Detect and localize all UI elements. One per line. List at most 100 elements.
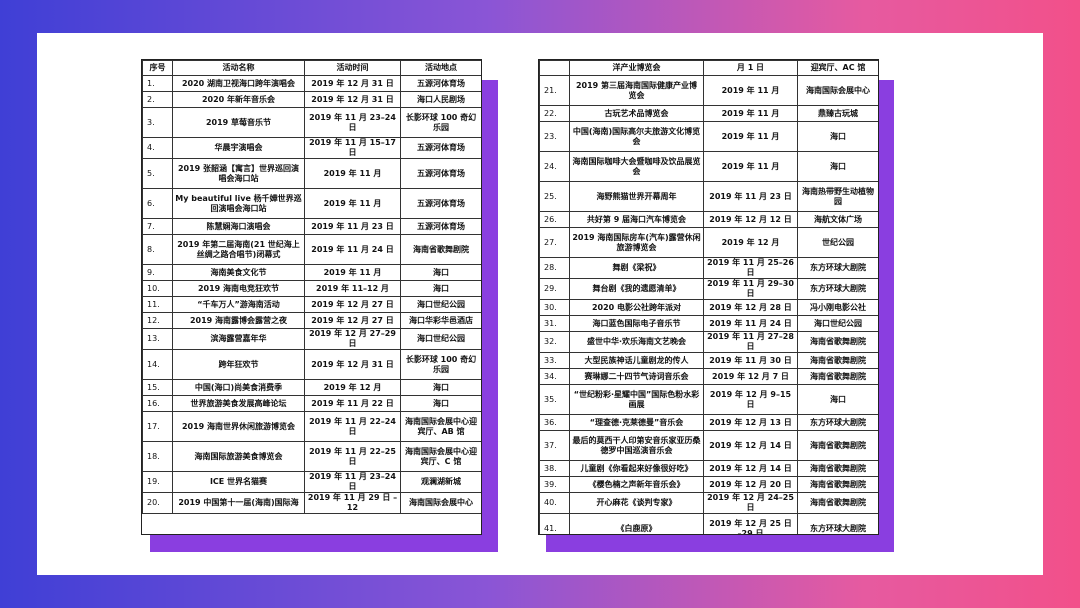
column-header: 活动地点 [400,60,481,76]
table-row: 3. 2019 草莓音乐节 2019 年 11 月 23–24 日长影环球 100 … [142,107,481,138]
table-row: 7. 陈慧娴海口演唱会 2019 年 11 月 23 日五源河体育场 [142,218,481,235]
event-venue-cell: 海南省歌舞剧院 [797,352,878,369]
event-venue-cell: 东方环球大剧院 [797,414,878,431]
table-row: 21. 2019 第三届海南国际健康产业博览会 2019 年 11 月海南国际会展中… [539,75,878,106]
table-row: 1. 2020 湖南卫视海口跨年演唱会 2019 年 12 月 31 日五源河体育场 [142,75,481,92]
event-date-cell: 2019 年 11 月 [703,105,798,122]
event-name-cell: 滨海露营嘉年华 [172,328,305,350]
event-name-cell: “千车万人”游海南活动 [172,296,305,313]
event-venue-cell: 海南省歌舞剧院 [797,460,878,477]
table-row: 8. 2019 年第二届海南(21 世纪海上丝绸之路合唱节)闭幕式 2019 年 1… [142,234,481,265]
event-name-cell: “理查德·克莱德曼”音乐会 [569,414,704,431]
table-row: 37. 最后的莫西干人印第安音乐家亚历桑德罗中国巡演音乐会 2019 年 12 月 … [539,430,878,461]
event-date-cell: 2019 年 12 月 31 日 [304,91,401,108]
event-name-cell: 陈慧娴海口演唱会 [172,218,305,235]
row-number: 6. [142,188,173,219]
table-row: 16. 世界旅游美食发展高峰论坛 2019 年 11 月 22 日海口 [142,395,481,412]
row-number: 14. [142,349,173,380]
event-name-cell: 海口蓝色国际电子音乐节 [569,315,704,332]
event-date-cell: 2019 年 11 月 23–24 日 [304,471,401,493]
row-number: 13. [142,328,173,350]
row-number: 26. [539,211,570,228]
row-number: 20. [142,492,173,514]
event-venue-cell: 海南国际会展中心迎宾厅、C 馆 [400,441,481,472]
event-date-cell: 2019 年 12 月 9–15 日 [703,384,798,415]
row-number: 30. [539,299,570,316]
event-date-cell: 2019 年 11 月 24 日 [703,315,798,332]
event-venue-cell: 长影环球 100 奇幻乐园 [400,107,481,138]
event-name-cell: 最后的莫西干人印第安音乐家亚历桑德罗中国巡演音乐会 [569,430,704,461]
event-date-cell: 2019 年 11 月 [304,188,401,219]
event-venue-cell: 海南省歌舞剧院 [797,331,878,353]
row-number: 38. [539,460,570,477]
column-header: 活动时间 [304,60,401,76]
row-number: 21. [539,75,570,106]
table-cell: 月 1 日 [703,60,798,76]
row-number: 34. [539,368,570,385]
table-row: 40. 开心麻花《谈判专家》 2019 年 12 月 24–25 日海南省歌舞剧院 [539,492,878,514]
event-date-cell: 2019 年 12 月 25 日 –29 日 [703,513,798,534]
table-row: 32. 盛世中华·欢乐海南文艺晚会 2019 年 11 月 27–28 日海南省歌舞… [539,331,878,353]
table-row: 14. 跨年狂欢节 2019 年 12 月 31 日长影环球 100 奇幻乐园 [142,349,481,380]
table-row: 4. 华晨宇演唱会 2019 年 11 月 15–17 日五源河体育场 [142,137,481,159]
event-date-cell: 2019 年 11 月 22–25 日 [304,441,401,472]
event-venue-cell: 长影环球 100 奇幻乐园 [400,349,481,380]
event-date-cell: 2019 年 12 月 27 日 [304,312,401,329]
table-row: 18. 海南国际旅游美食博览会 2019 年 11 月 22–25 日海南国际会展中… [142,441,481,472]
event-date-cell: 2019 年 11 月 29 日 –12 [304,492,401,514]
event-name-cell: 赛琳娜二十四节气诗词音乐会 [569,368,704,385]
left-table-paper: 序号 活动名称 活动时间 活动地点 1. 2020 湖南卫视海口跨年演唱会 2019… [141,59,482,535]
event-date-cell: 2019 年 11 月 [703,151,798,182]
right-table: 洋产业博览会 月 1 日 迎宾厅、AC 馆 21. 2019 第三届海南国际健康产… [539,60,878,534]
event-date-cell: 2019 年 12 月 14 日 [703,460,798,477]
event-date-cell: 2019 年 12 月 31 日 [304,349,401,380]
event-date-cell: 2019 年 11 月 29–30 日 [703,278,798,300]
event-venue-cell: 海口 [400,264,481,281]
event-name-cell: 海野熊猫世界开幕周年 [569,181,704,212]
table-row: 19. ICE 世界名猫赛 2019 年 11 月 23–24 日观澜湖新城 [142,471,481,493]
event-date-cell: 2019 年 11 月 22 日 [304,395,401,412]
column-header: 活动名称 [172,60,305,76]
event-name-cell: 共好第 9 届海口汽车博览会 [569,211,704,228]
event-venue-cell: 海南省歌舞剧院 [400,234,481,265]
event-venue-cell: 海口 [400,395,481,412]
event-name-cell: 2020 湖南卫视海口跨年演唱会 [172,75,305,92]
row-number: 35. [539,384,570,415]
table-row: 20. 2019 中国第十一届(海南)国际海 2019 年 11 月 29 日 –1… [142,492,481,514]
event-name-cell: 海南美食文化节 [172,264,305,281]
event-venue-cell: 观澜湖新城 [400,471,481,493]
event-date-cell: 2019 年 11–12 月 [304,280,401,297]
table-row: 33. 大型民族神话儿童剧龙的传人 2019 年 11 月 30 日海南省歌舞剧院 [539,352,878,369]
event-venue-cell: 海口 [400,280,481,297]
table-row: 25. 海野熊猫世界开幕周年 2019 年 11 月 23 日海南热带野生动植物园 [539,181,878,212]
table-row: 12. 2019 海南露博会露营之夜 2019 年 12 月 27 日海口华彩华邑酒… [142,312,481,329]
right-table-continuation-row: 洋产业博览会 月 1 日 迎宾厅、AC 馆 [539,60,878,76]
event-date-cell: 2019 年 11 月 30 日 [703,352,798,369]
table-row: 41. 《白鹿原》 2019 年 12 月 25 日 –29 日东方环球大剧院 [539,513,878,534]
row-number: 37. [539,430,570,461]
row-number: 5. [142,158,173,189]
event-name-cell: 古玩艺术品博览会 [569,105,704,122]
event-venue-cell: 东方环球大剧院 [797,278,878,300]
event-date-cell: 2019 年 12 月 13 日 [703,414,798,431]
event-name-cell: 舞剧《梁祝》 [569,257,704,279]
row-number: 4. [142,137,173,159]
table-row: 17. 2019 海南世界休闲旅游博览会 2019 年 11 月 22–24 日海南… [142,411,481,442]
row-number: 3. [142,107,173,138]
table-row: 23. 中国(海南)国际高尔夫旅游文化博览会 2019 年 11 月海口 [539,121,878,152]
table-row: 38. 儿童剧《你看起来好像很好吃》 2019 年 12 月 14 日海南省歌舞剧院 [539,460,878,477]
row-number: 23. [539,121,570,152]
event-name-cell: 2019 海南国际房车(汽车)露营休闲旅游博览会 [569,227,704,258]
event-date-cell: 2019 年 12 月 7 日 [703,368,798,385]
row-number: 22. [539,105,570,122]
event-name-cell: 儿童剧《你看起来好像很好吃》 [569,460,704,477]
event-date-cell: 2019 年 12 月 31 日 [304,75,401,92]
event-date-cell: 2019 年 11 月 [304,264,401,281]
event-venue-cell: 五源河体育场 [400,218,481,235]
row-number: 36. [539,414,570,431]
event-name-cell: 海南国际旅游美食博览会 [172,441,305,472]
table-row: 39. 《樱色楠之声新年音乐会》 2019 年 12 月 20 日海南省歌舞剧院 [539,476,878,493]
table-cell [539,60,570,76]
event-venue-cell: 海航文体广场 [797,211,878,228]
event-date-cell: 2019 年 11 月 25–26 日 [703,257,798,279]
